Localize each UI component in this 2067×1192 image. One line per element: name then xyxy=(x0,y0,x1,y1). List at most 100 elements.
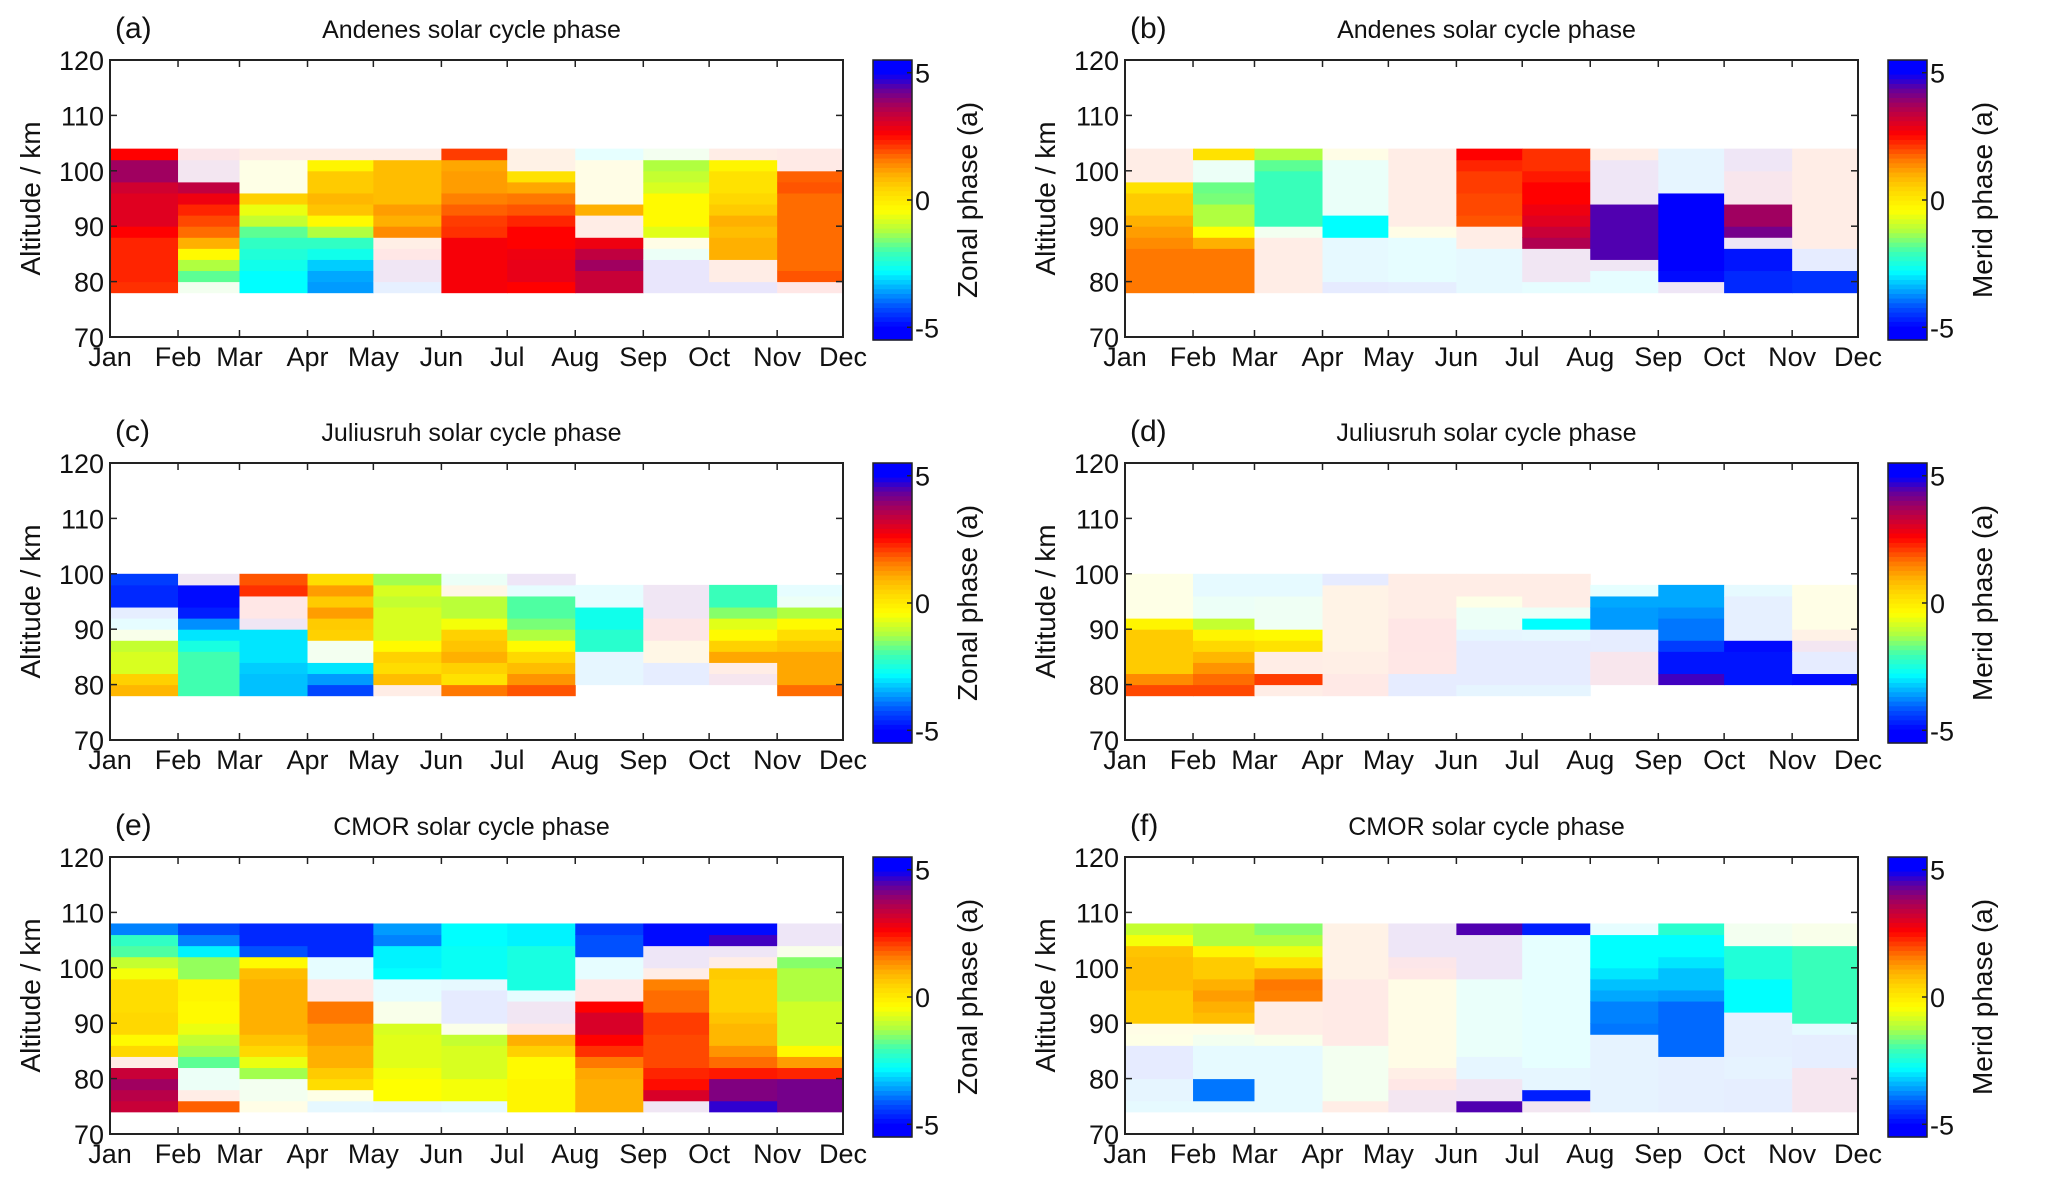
colorbar-swatch xyxy=(873,945,912,951)
colorbar-swatch xyxy=(873,139,912,145)
heatmap-cell xyxy=(777,595,844,608)
colorbar-swatch xyxy=(1888,92,1927,98)
heatmap-cell xyxy=(709,259,778,283)
x-tick-label: Jun xyxy=(1435,745,1479,775)
colorbar-swatch xyxy=(1888,724,1927,730)
heatmap-cell xyxy=(507,651,576,663)
heatmap-cell xyxy=(1522,1089,1591,1102)
heatmap-cell xyxy=(110,978,179,1013)
colorbar-swatch xyxy=(1888,894,1927,900)
y-tick-label: 120 xyxy=(59,449,104,479)
heatmap-cell xyxy=(507,684,576,697)
heatmap-cell xyxy=(1658,956,1725,969)
colorbar-swatch xyxy=(1888,148,1927,154)
colorbar-swatch xyxy=(873,1006,912,1012)
heatmap-cell xyxy=(1125,989,1194,1024)
colorbar-swatch xyxy=(873,486,912,492)
heatmap-cell xyxy=(373,204,442,216)
colorbar-swatch xyxy=(873,1057,912,1063)
heatmap-cell xyxy=(777,967,844,1002)
colorbar-swatch xyxy=(873,116,912,122)
colorbar-swatch xyxy=(873,866,912,872)
heatmap-cell xyxy=(1193,989,1255,1002)
x-tick-label: Mar xyxy=(216,342,263,372)
heatmap-cell xyxy=(110,181,179,194)
colorbar-swatch xyxy=(873,640,912,646)
heatmap-cell xyxy=(110,673,179,686)
heatmap-cell xyxy=(373,662,442,675)
heatmap-cell xyxy=(1388,1067,1457,1080)
y-tick-label: 80 xyxy=(1089,1065,1119,1095)
heatmap-cell xyxy=(575,1012,644,1035)
x-tick-label: Jun xyxy=(420,1139,464,1169)
colorbar-swatch xyxy=(873,265,912,271)
heatmap-cell xyxy=(1590,204,1659,249)
panel-title: CMOR solar cycle phase xyxy=(1348,813,1624,841)
colorbar-swatch xyxy=(1888,321,1927,327)
heatmap-cell xyxy=(110,923,179,936)
x-tick-label: Feb xyxy=(1170,342,1217,372)
heatmap-cell xyxy=(441,204,508,216)
heatmap-cell xyxy=(178,640,240,652)
colorbar-swatch xyxy=(873,575,912,581)
heatmap-cell xyxy=(709,1100,778,1113)
heatmap-cell xyxy=(777,270,844,283)
heatmap-cell xyxy=(1125,684,1194,697)
heatmap-cell xyxy=(507,281,576,294)
heatmap-cell xyxy=(507,618,576,630)
heatmap-cell xyxy=(1254,989,1324,1002)
panel-b: 70 80 90 100 110 120 Jan Feb Mar Apr May Jun Jul Aug S… xyxy=(1015,0,2035,395)
colorbar-swatch xyxy=(1888,1057,1927,1063)
panel-f: 70 80 90 100 110 120 Jan Feb Mar Apr May Jun Jul Aug S… xyxy=(1015,797,2035,1192)
heatmap-cell xyxy=(643,248,710,260)
colorbar-swatch xyxy=(1888,857,1927,863)
colorbar-swatch xyxy=(1888,899,1927,905)
x-tick-label: Apr xyxy=(1301,745,1343,775)
colorbar-swatch xyxy=(1888,875,1927,881)
heatmap-cell xyxy=(1193,1034,1255,1046)
heatmap-cell xyxy=(709,923,778,936)
heatmap-cell xyxy=(178,181,240,194)
heatmap-cell xyxy=(307,270,374,283)
heatmap-cell xyxy=(307,1078,374,1091)
heatmap-cell xyxy=(575,934,644,958)
colorbar-swatch xyxy=(1888,1132,1927,1138)
heatmap-cell xyxy=(307,640,374,663)
colorbar-swatch xyxy=(873,481,912,487)
heatmap-cell xyxy=(239,259,309,272)
colorbar-swatch xyxy=(873,260,912,266)
heatmap-cell xyxy=(1322,573,1389,586)
heatmap-cell xyxy=(373,148,442,161)
heatmap-cell xyxy=(1522,934,1591,1069)
heatmap-cell xyxy=(373,595,442,608)
colorbar: -5 0 5 Zonal phase (a) xyxy=(872,856,983,1140)
heatmap-cell xyxy=(239,956,309,969)
heatmap-cell xyxy=(1254,159,1324,172)
colorbar-swatch xyxy=(1888,738,1927,744)
colorbar-swatch xyxy=(1888,973,1927,979)
colorbar-swatch xyxy=(1888,284,1927,290)
heatmap-cell xyxy=(709,204,778,216)
colorbar-swatch xyxy=(1888,158,1927,164)
heatmap-cell xyxy=(575,956,644,980)
heatmap-cell xyxy=(1193,1023,1255,1035)
colorbar-swatch xyxy=(1888,1006,1927,1012)
heatmap-cell xyxy=(507,662,576,675)
heatmap-cell xyxy=(1724,1012,1793,1057)
heatmap-cell xyxy=(1456,640,1523,686)
heatmap-cell xyxy=(441,618,508,630)
heatmap-cell xyxy=(1590,923,1659,936)
heatmap-cell xyxy=(178,215,240,227)
colorbar-swatch xyxy=(873,1029,912,1035)
heatmap-cell xyxy=(575,237,644,249)
heatmap-cell xyxy=(1125,1045,1194,1080)
heatmap-cell xyxy=(307,595,374,608)
heatmap-cell xyxy=(1456,215,1523,227)
colorbar-swatch xyxy=(1888,715,1927,721)
colorbar-swatch xyxy=(1888,612,1927,618)
heatmap-cell xyxy=(1193,248,1255,294)
heatmap-cell xyxy=(1522,204,1591,216)
colorbar-swatch xyxy=(873,158,912,164)
colorbar-swatch xyxy=(873,987,912,993)
heatmap-cell xyxy=(643,259,710,294)
